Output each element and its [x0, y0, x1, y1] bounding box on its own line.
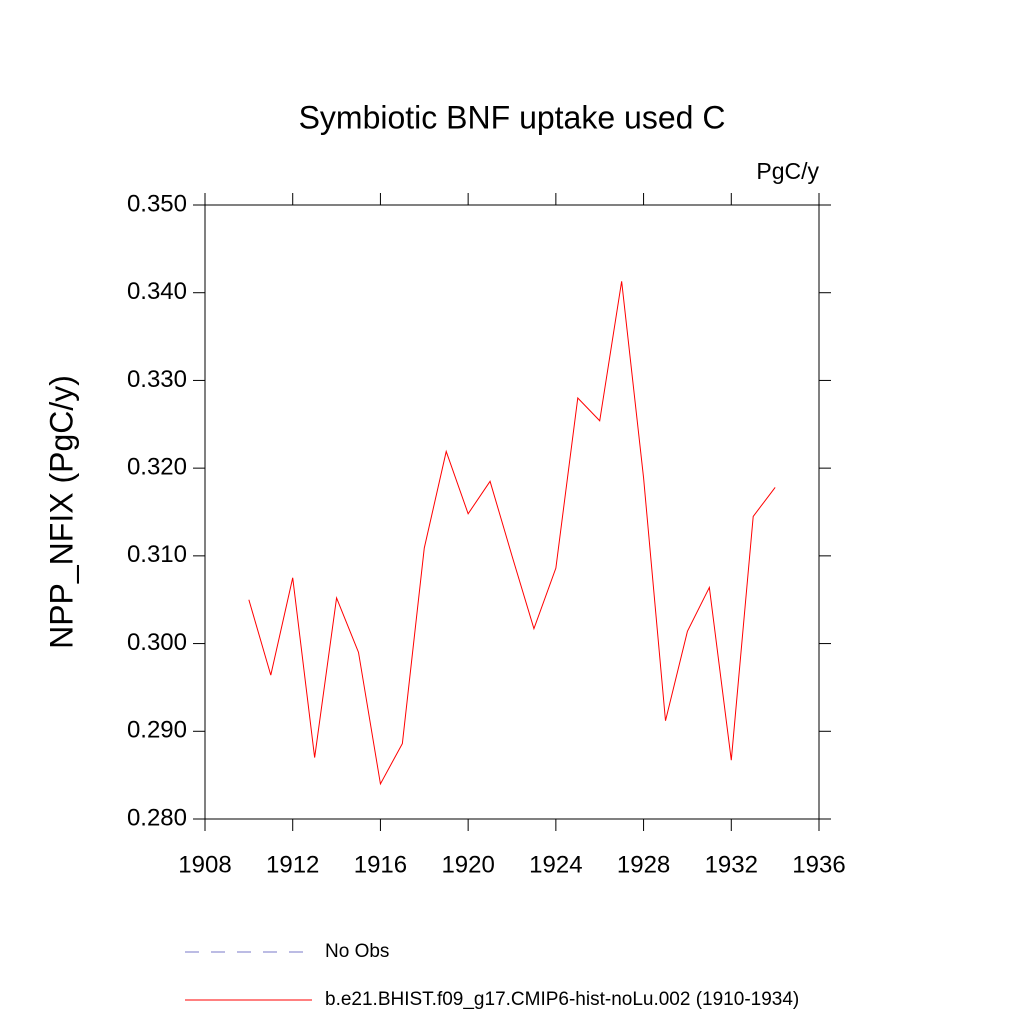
- y-tick-label: 0.310: [127, 541, 187, 568]
- x-tick-label: 1908: [178, 851, 231, 878]
- y-tick-label: 0.290: [127, 717, 187, 744]
- legend-label: No Obs: [325, 941, 389, 962]
- x-tick-label: 1932: [705, 851, 758, 878]
- data-line: [248, 281, 776, 786]
- legend-label: b.e21.BHIST.f09_g17.CMIP6-hist-noLu.002 …: [325, 989, 799, 1010]
- y-tick-label: 0.330: [127, 366, 187, 393]
- x-tick-label: 1924: [529, 851, 582, 878]
- x-tick-label: 1928: [617, 851, 670, 878]
- x-tick-label: 1936: [792, 851, 845, 878]
- y-tick-label: 0.320: [127, 453, 187, 480]
- y-axis-label: NPP_NFIX (PgC/y): [43, 375, 79, 649]
- x-tick-label: 1912: [266, 851, 319, 878]
- x-tick-label: 1916: [354, 851, 407, 878]
- chart-title: Symbiotic BNF uptake used C: [299, 99, 726, 135]
- units-label: PgC/y: [756, 158, 819, 184]
- plot-frame: [204, 204, 820, 820]
- y-tick-label: 0.340: [127, 278, 187, 305]
- x-tick-label: 1920: [441, 851, 494, 878]
- y-tick-label: 0.280: [127, 804, 187, 831]
- y-tick-label: 0.300: [127, 629, 187, 656]
- y-tick-label: 0.350: [127, 190, 187, 217]
